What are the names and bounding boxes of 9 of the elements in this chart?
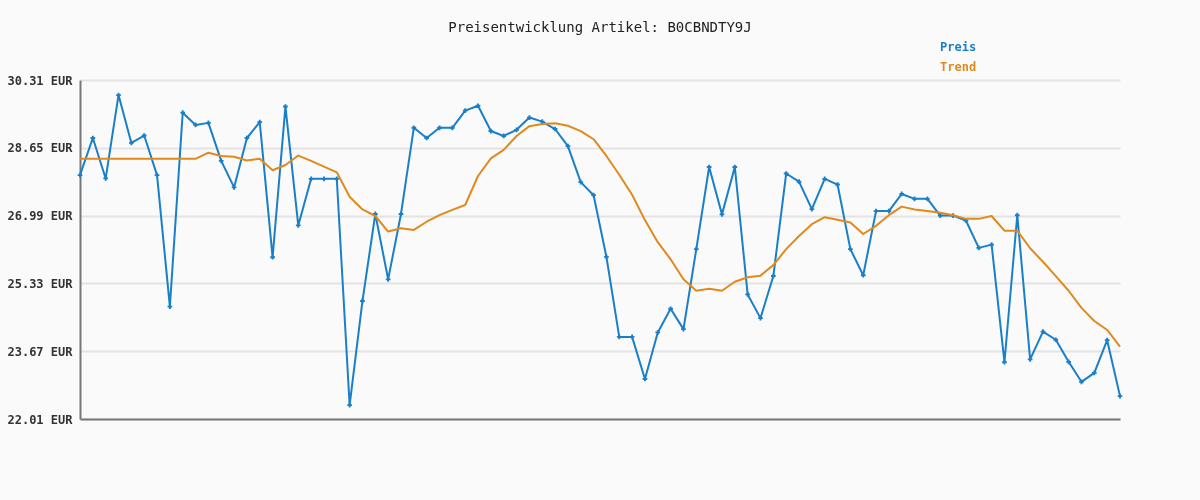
text: Trend — [940, 60, 977, 74]
y-tick-label: 22.01 EUR — [7, 412, 74, 427]
chart-title: Preisentwicklung Artikel: B0CBNDTY9J — [448, 19, 752, 35]
text: Preis — [940, 40, 977, 54]
y-tick-label: 25.33 EUR — [7, 276, 74, 291]
y-tick-label: 26.99 EUR — [7, 209, 74, 224]
y-tick-label: 28.65 EUR — [7, 141, 74, 156]
y-tick-label: 30.31 EUR — [7, 73, 74, 88]
y-tick-label: 23.67 EUR — [7, 344, 74, 359]
